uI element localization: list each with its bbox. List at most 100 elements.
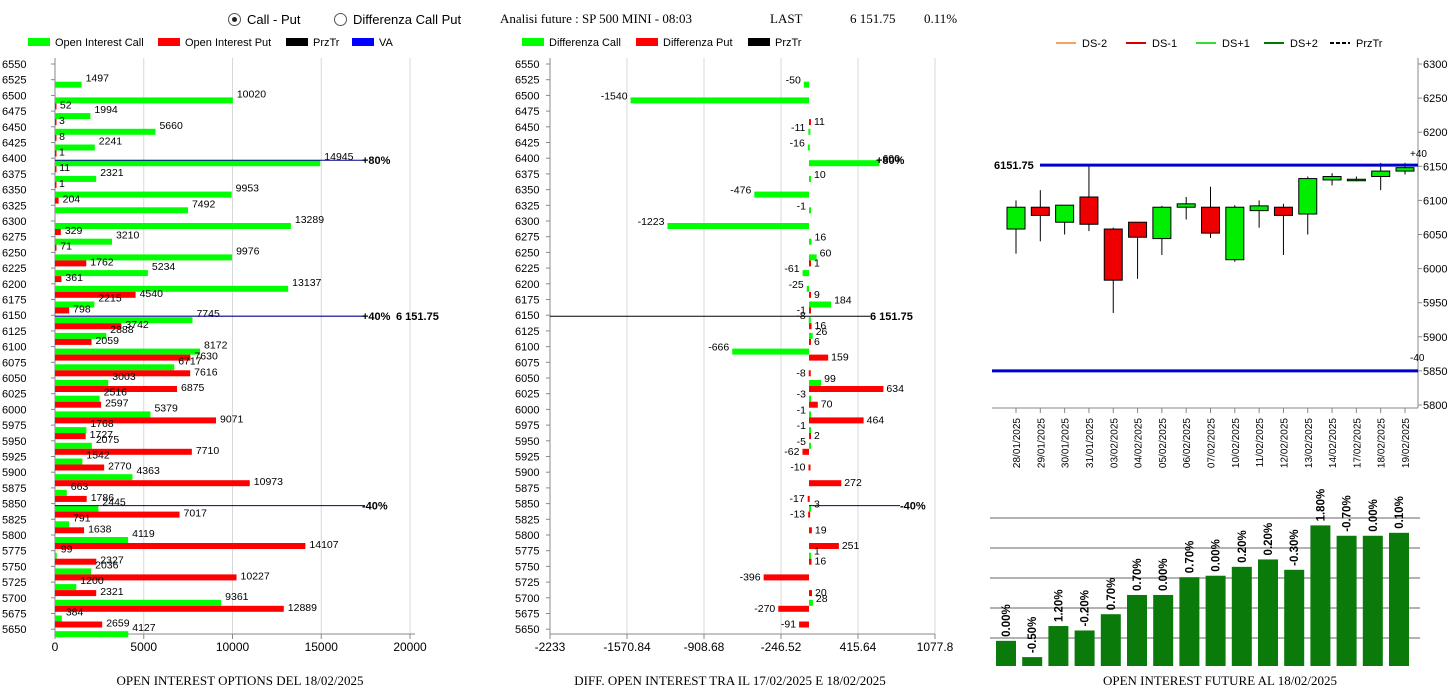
put-label: 6875	[181, 382, 205, 394]
legend2-label-0: Differenza Call	[549, 37, 621, 49]
future-bar	[1074, 630, 1095, 666]
diff-call-label: 26	[816, 326, 828, 338]
diff-call-bar	[809, 395, 811, 402]
put-bar	[55, 370, 191, 377]
candle-date-label: 14/02/2025	[1328, 418, 1339, 468]
strike-label: 5750	[2, 561, 26, 573]
chart4-title: OPEN INTEREST FUTURE AL 18/02/2025	[1102, 673, 1337, 688]
put-label: 1638	[88, 523, 112, 535]
put-bar	[55, 433, 86, 440]
candle-y-label: 6000	[1423, 264, 1447, 276]
diff-call-label: -1223	[638, 216, 665, 228]
strike2-label: 5750	[515, 561, 539, 573]
candle-date-label: 19/02/2025	[1401, 418, 1412, 468]
call-bar	[55, 113, 91, 120]
candle-body	[1079, 196, 1099, 225]
diff-put-bar	[809, 119, 811, 126]
legend2-label-2: PrzTr	[775, 37, 802, 49]
diff-put-bar	[809, 527, 812, 534]
diff-put-label: 272	[844, 477, 862, 489]
diff-put-bar	[809, 386, 884, 392]
strike-label: 5950	[2, 436, 26, 448]
call-label: 4363	[136, 465, 160, 477]
candle-body	[1298, 178, 1318, 215]
call-label: 2075	[96, 434, 120, 446]
future-bar-label: 0.70%	[1132, 558, 1144, 591]
diff-put-label: 634	[886, 383, 904, 395]
put-label: 2770	[108, 461, 132, 473]
call-bar	[55, 411, 151, 418]
legend-label-3: VA	[379, 37, 394, 49]
future-bar	[1336, 535, 1357, 666]
call-bar	[55, 505, 99, 512]
strike2-label: 6000	[515, 404, 539, 416]
put-bar	[55, 119, 57, 126]
put-label: 8	[59, 131, 65, 143]
put-label: 2321	[100, 586, 124, 598]
strike-label: 6275	[2, 232, 26, 244]
price-line-label: 6151.75	[994, 160, 1034, 172]
put-bar	[55, 448, 192, 455]
future-bar	[1179, 577, 1200, 666]
candle-y-label: 6300	[1423, 59, 1447, 71]
radio-call-put-label: Call - Put	[247, 12, 301, 27]
candle-body	[1273, 206, 1293, 216]
strike-label: 6150	[2, 310, 26, 322]
put-label: 12889	[288, 602, 317, 614]
call-label: 5660	[159, 120, 183, 132]
strike2-label: 6050	[515, 373, 539, 385]
radio-unselected-icon	[334, 13, 347, 26]
put-bar	[55, 495, 87, 502]
call-label: 384	[66, 607, 84, 619]
put-bar	[55, 605, 284, 612]
diff-call-bar	[802, 270, 809, 277]
diff-call-bar	[667, 223, 809, 229]
put-label: 4540	[140, 288, 164, 300]
call-label: 7492	[192, 198, 216, 210]
put-bar	[55, 621, 103, 628]
candle-y-label: 6150	[1423, 161, 1447, 173]
call-bar	[55, 332, 107, 339]
call-label: 1497	[86, 73, 110, 85]
analysis-title: Analisi future : SP 500 MINI - 08:03	[500, 11, 692, 26]
diff-put-label: -17	[790, 493, 805, 505]
radio-call-put[interactable]: Call - Put	[228, 12, 300, 27]
diff-put-label: -396	[740, 571, 761, 583]
candle-date-label: 05/02/2025	[1158, 418, 1169, 468]
put-label: 10973	[254, 476, 283, 488]
strike-label: 5825	[2, 514, 26, 526]
diff-put-bar	[802, 448, 809, 455]
diff-put-label: 1	[814, 257, 820, 269]
call-label: 2241	[99, 136, 123, 148]
candle-body	[1103, 228, 1123, 281]
call-label: 1200	[80, 575, 104, 587]
diff-call-bar	[809, 207, 811, 214]
put-label: 10227	[241, 570, 270, 582]
x2-tick-label: -246.52	[761, 640, 802, 654]
diff-put-bar	[809, 401, 818, 408]
diff-call-label: -666	[708, 342, 729, 354]
strike-label: 6325	[2, 200, 26, 212]
call-label: 13137	[292, 277, 321, 289]
diff-put-bar	[808, 464, 811, 471]
call-label: 2215	[98, 293, 122, 305]
diff-put-bar	[809, 543, 839, 549]
call-label: 2516	[104, 387, 128, 399]
radio-differenza[interactable]: Differenza Call Put	[334, 12, 461, 27]
put-bar	[55, 338, 92, 345]
strike-label: 6050	[2, 373, 26, 385]
strike2-label: 5875	[515, 483, 539, 495]
call-label: 2445	[102, 497, 126, 509]
strike-label: 5975	[2, 420, 26, 432]
future-bar	[1284, 569, 1305, 666]
strike-label: 6525	[2, 75, 26, 87]
strike2-label: 6150	[515, 310, 539, 322]
future-bar-label: -0.20%	[1080, 590, 1092, 626]
annotation2-minus40: -40%	[900, 501, 926, 513]
put-bar	[55, 103, 57, 110]
put-label: 2327	[100, 555, 124, 567]
call-bar	[55, 615, 62, 622]
future-bar-label: 0.00%	[1158, 558, 1170, 591]
future-bar-label: 0.00%	[1211, 539, 1223, 572]
